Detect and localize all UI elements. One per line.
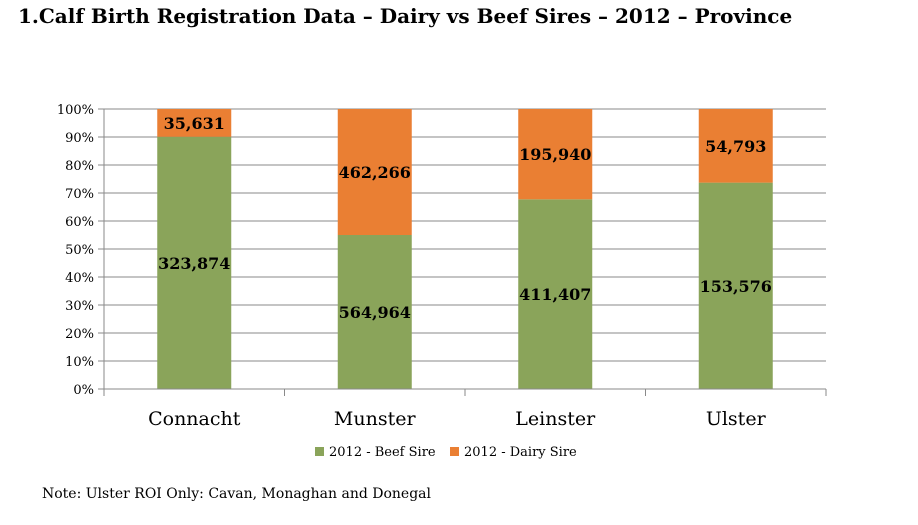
y-tick-label: 90% bbox=[65, 131, 94, 146]
legend-swatch-dairy bbox=[450, 447, 459, 456]
bar-dairy-leinster bbox=[518, 109, 593, 200]
bar-dairy-munster bbox=[337, 109, 412, 236]
y-tick-label: 80% bbox=[65, 159, 94, 174]
y-tick-label: 50% bbox=[65, 243, 94, 258]
data-label-dairy: 195,940 bbox=[519, 145, 591, 164]
x-tick-label: Ulster bbox=[706, 408, 767, 430]
y-tick-label: 40% bbox=[65, 271, 94, 286]
x-tick-label: Munster bbox=[334, 408, 417, 430]
y-tick-label: 60% bbox=[65, 215, 94, 230]
bar-beef-munster bbox=[337, 235, 412, 389]
data-label-beef: 564,964 bbox=[339, 303, 411, 322]
chart-title: 1.Calf Birth Registration Data – Dairy v… bbox=[18, 4, 793, 28]
data-label-dairy: 462,266 bbox=[339, 163, 411, 182]
legend-label-beef: 2012 - Beef Sire bbox=[329, 445, 436, 460]
bar-dairy-connacht bbox=[157, 109, 232, 137]
data-label-dairy: 54,793 bbox=[705, 137, 766, 156]
x-tick-label: Connacht bbox=[148, 408, 241, 430]
y-tick-label: 0% bbox=[73, 383, 94, 398]
y-tick-label: 100% bbox=[57, 103, 94, 118]
y-tick-label: 30% bbox=[65, 299, 94, 314]
data-label-beef: 153,576 bbox=[700, 277, 772, 296]
x-tick-label: Leinster bbox=[515, 408, 596, 430]
legend-label-dairy: 2012 - Dairy Sire bbox=[464, 445, 577, 460]
footnote: Note: Ulster ROI Only: Cavan, Monaghan a… bbox=[42, 486, 431, 502]
bar-dairy-ulster bbox=[698, 109, 773, 183]
bar-beef-leinster bbox=[518, 199, 593, 389]
data-label-beef: 411,407 bbox=[519, 285, 591, 304]
data-label-beef: 323,874 bbox=[158, 254, 230, 273]
data-label-dairy: 35,631 bbox=[164, 114, 225, 133]
bar-beef-ulster bbox=[698, 182, 773, 389]
legend-swatch-beef bbox=[315, 447, 324, 456]
y-tick-label: 70% bbox=[65, 187, 94, 202]
y-tick-label: 10% bbox=[65, 355, 94, 370]
y-tick-label: 20% bbox=[65, 327, 94, 342]
bar-beef-connacht bbox=[157, 136, 232, 389]
